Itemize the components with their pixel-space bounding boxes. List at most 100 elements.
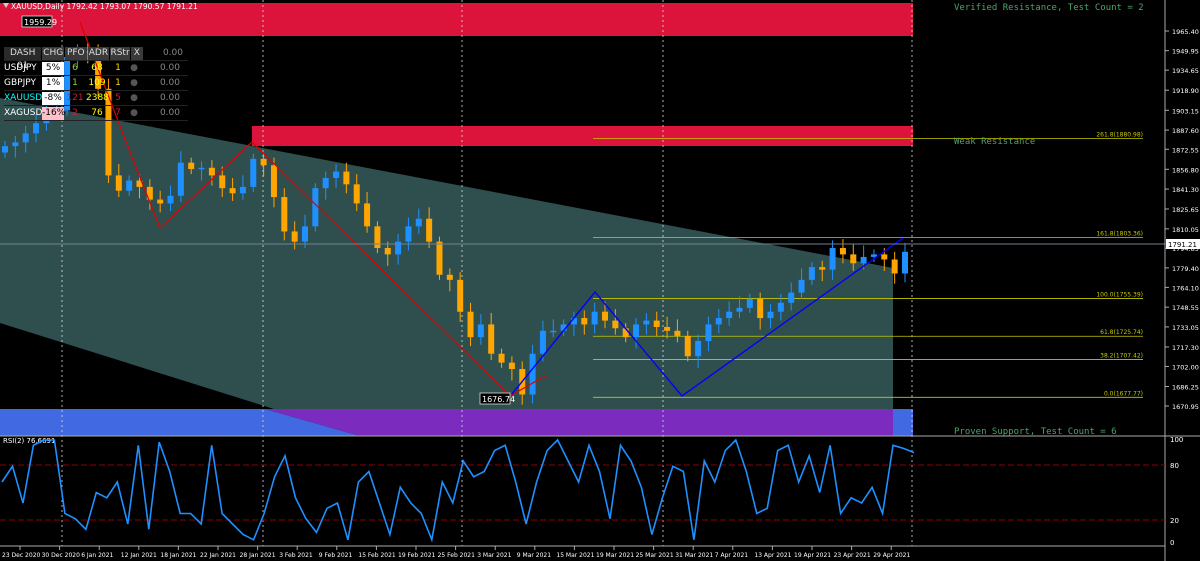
rsi-axis-0: 0 (1170, 539, 1174, 547)
candle-body (643, 320, 650, 325)
price-tick-label: 1702.00 (1172, 363, 1199, 371)
candle-body (136, 180, 143, 187)
candle-body (633, 324, 640, 338)
candle-body (819, 267, 826, 270)
candle-body (208, 167, 215, 176)
candle-body (12, 142, 19, 147)
candle-body (167, 195, 174, 204)
row-pfo: 6 (72, 62, 78, 73)
time-tick-label: 31 Mar 2021 (675, 552, 713, 559)
price-tick-label: 1918.90 (1172, 87, 1199, 95)
candle-body (664, 326, 671, 331)
fib-level-label: 261.8(1880.98) (1096, 132, 1143, 139)
candle-body (426, 218, 433, 242)
col-rstr[interactable]: RStr (110, 46, 130, 60)
proven-support-label: Proven Support, Test Count = 6 (954, 427, 1117, 437)
price-axis[interactable]: 1965.40 1949.95 1934.65 1918.90 1903.15 1887.… (1165, 28, 1199, 411)
candle-body (105, 88, 112, 176)
candle-body (64, 56, 71, 111)
time-axis[interactable]: 23 Dec 2020 30 Dec 2020 6 Jan 2021 12 Jan 2… (2, 546, 910, 559)
dashboard-table: DASH 01 CHG PFO ADR RStr X 0.00 USDJPY 5%… (4, 46, 188, 121)
dashboard-row[interactable]: GBPJPY 1% 1 109 1 ● 0.00 (4, 76, 188, 91)
candle-body (95, 53, 102, 89)
fib-level-label: 0.0(1677.77) (1104, 390, 1143, 397)
candle-body (446, 274, 453, 280)
row-symbol[interactable]: XAGUSD (4, 107, 43, 118)
candle-body (860, 256, 867, 264)
price-tick-label: 1779.40 (1172, 265, 1199, 273)
time-tick-label: 19 Apr 2021 (794, 552, 831, 559)
candle-body (612, 320, 619, 329)
candle-body (881, 254, 888, 260)
col-adr[interactable]: ADR (87, 46, 110, 60)
time-tick-label: 19 Mar 2021 (596, 552, 634, 559)
time-tick-label: 30 Dec 2020 (42, 552, 81, 559)
time-tick-label: 23 Apr 2021 (834, 552, 871, 559)
price-tick-label: 1748.55 (1172, 304, 1199, 312)
candle-body (477, 324, 484, 338)
dashboard-row[interactable]: XAGUSD -16% 2 76 7 ● 0.00 (4, 106, 188, 121)
candle-body (798, 279, 805, 293)
fib-level-label: 61.8(1725.74) (1100, 329, 1143, 336)
candle-body (498, 353, 505, 363)
row-rstr: 1 (115, 62, 121, 73)
candle-body (436, 241, 443, 275)
price-tick-label: 1934.65 (1172, 67, 1199, 75)
row-dot-icon: ● (130, 77, 138, 88)
dashboard-row[interactable]: USDJPY 5% 6 68 1 ● 0.00 (4, 61, 188, 76)
candle-body (602, 311, 608, 321)
candle-body (570, 318, 577, 325)
support-zone-right (893, 409, 913, 436)
time-tick-label: 23 Dec 2020 (2, 552, 41, 559)
candle-body (405, 226, 412, 242)
price-tick-label: 1872.55 (1172, 146, 1199, 154)
row-chg: 1% (42, 76, 64, 90)
row-symbol[interactable]: USDJPY (4, 62, 37, 73)
candle-body (312, 188, 319, 227)
current-price-marker (1166, 239, 1200, 249)
price-tick-label: 1965.40 (1172, 28, 1199, 36)
time-tick-label: 12 Jan 2021 (121, 552, 157, 559)
collapse-arrow-icon[interactable] (3, 3, 9, 8)
row-adr: 109 (88, 77, 106, 88)
support-zone-blue (0, 409, 360, 436)
candle-body (219, 175, 226, 189)
col-pfo[interactable]: PFO (64, 46, 87, 60)
time-tick-label: 9 Feb 2021 (319, 552, 353, 559)
dashboard-row[interactable]: XAUUSD -8% 121 2388 5 ● 0.00 (4, 91, 188, 106)
verified-resistance-label: Verified Resistance, Test Count = 2 (954, 3, 1144, 13)
fib-level-label: 161.8(1803.36) (1096, 230, 1143, 237)
candle-body (488, 324, 495, 354)
period-separators (61, 0, 913, 546)
candle-body (870, 254, 877, 257)
close-button[interactable]: X (130, 46, 143, 60)
candle-body (177, 162, 184, 196)
candle-body (229, 188, 236, 194)
time-tick-label: 28 Jan 2021 (240, 552, 276, 559)
price-tick-label: 1733.05 (1172, 324, 1199, 332)
row-symbol[interactable]: GBPJPY (4, 77, 36, 88)
row-value: 0.00 (159, 107, 180, 118)
row-symbol[interactable]: XAUUSD (4, 92, 43, 103)
candle-body (395, 241, 402, 255)
candle-body (684, 335, 691, 357)
price-tick-label: 1686.25 (1172, 384, 1199, 392)
verified-resistance-zone (0, 3, 913, 36)
candle-body (2, 146, 8, 153)
candle-body (157, 199, 164, 204)
candle-body (539, 330, 546, 354)
time-tick-label: 3 Mar 2021 (477, 552, 511, 559)
price-tick-label: 1794.85 (1172, 245, 1199, 253)
candle-body (808, 267, 815, 280)
row-rstr: 7 (115, 107, 121, 118)
price-tick-label: 1841.30 (1172, 186, 1199, 194)
candle-body (508, 362, 515, 370)
col-chg[interactable]: CHG (42, 46, 64, 60)
candle-body (239, 186, 246, 194)
rsi-axis-100: 100 (1170, 436, 1183, 444)
candle-body (467, 311, 474, 338)
candle-body (250, 158, 257, 187)
candle-body (33, 123, 40, 134)
high-price-label: 1959.29 (24, 18, 57, 27)
